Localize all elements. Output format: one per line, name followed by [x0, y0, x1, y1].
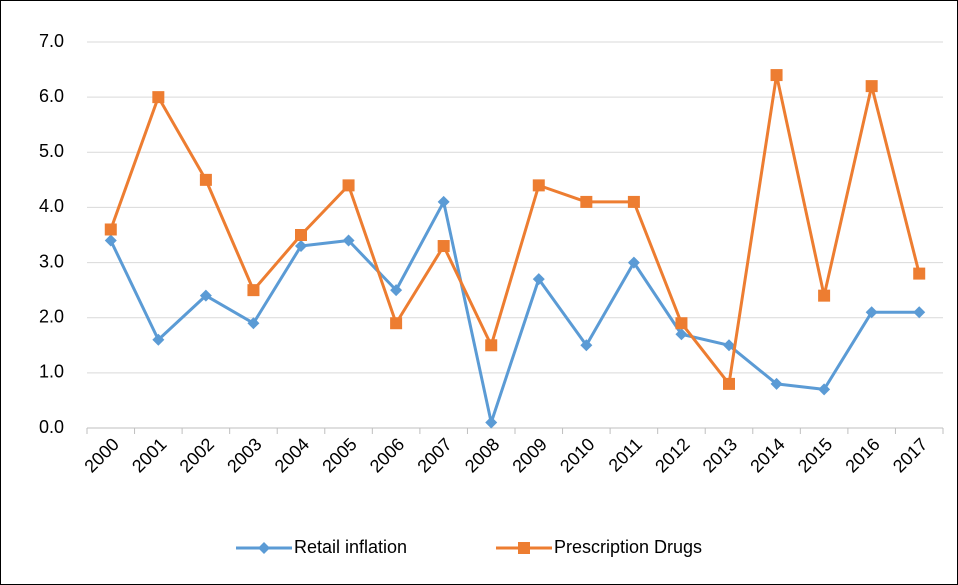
marker [818, 289, 831, 302]
marker [342, 179, 355, 192]
marker [295, 240, 307, 253]
legend-marker [518, 542, 530, 554]
marker [247, 317, 260, 330]
marker [580, 195, 593, 208]
y-tick-label: 4.0 [39, 196, 64, 216]
y-tick-label: 3.0 [39, 251, 64, 271]
marker [247, 284, 260, 297]
marker [104, 223, 117, 236]
marker [865, 80, 878, 93]
marker [770, 69, 783, 82]
series-line [109, 73, 921, 386]
marker [627, 256, 640, 269]
marker [913, 306, 926, 319]
marker [580, 339, 593, 352]
marker [199, 173, 212, 186]
marker [675, 317, 688, 330]
legend-label: Retail inflation [294, 537, 407, 557]
series-line [109, 200, 920, 424]
marker [485, 339, 498, 352]
y-tick-label: 0.0 [39, 417, 64, 437]
marker [627, 195, 640, 208]
marker [532, 273, 545, 286]
marker [342, 234, 355, 247]
marker [865, 306, 878, 319]
marker [532, 179, 545, 192]
marker [437, 240, 450, 253]
y-tick-label: 5.0 [39, 141, 64, 161]
marker [199, 289, 212, 302]
marker [723, 339, 735, 352]
legend-label: Prescription Drugs [554, 537, 702, 557]
y-tick-label: 2.0 [39, 306, 64, 326]
marker [295, 229, 307, 241]
legend-marker [258, 542, 270, 554]
marker [152, 333, 165, 346]
marker [913, 267, 926, 280]
y-tick-label: 7.0 [39, 31, 64, 51]
y-tick-label: 6.0 [39, 86, 64, 106]
marker [723, 377, 735, 390]
marker [485, 416, 498, 429]
marker [770, 377, 783, 390]
marker [390, 317, 403, 330]
marker [818, 383, 831, 396]
marker [104, 234, 117, 247]
marker [675, 328, 688, 341]
marker [390, 284, 403, 297]
marker [152, 91, 165, 104]
marker [437, 195, 450, 208]
y-tick-label: 1.0 [39, 362, 64, 382]
